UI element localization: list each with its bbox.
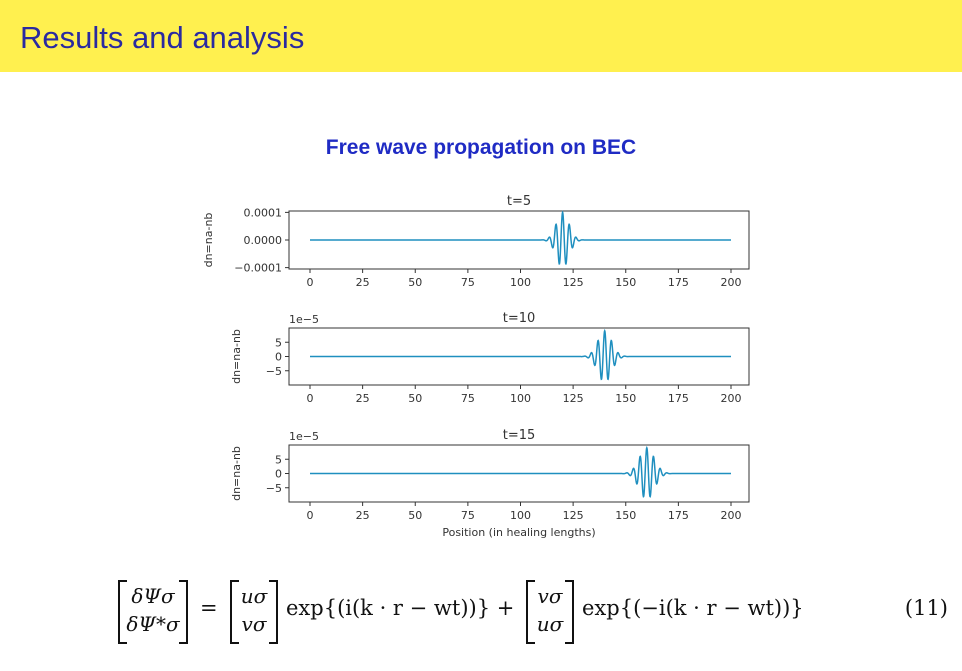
offset-text: 1e−5 [289, 313, 319, 326]
y-tick-label: −5 [266, 365, 282, 378]
lhs-bottom: δΨ*σ [126, 612, 180, 636]
x-tick-label: 125 [563, 509, 584, 522]
y-tick-label: 0 [275, 351, 282, 364]
subplot-title: t=5 [507, 194, 531, 209]
x-tick-label: 75 [461, 392, 475, 405]
exp-term-2: exp{(−i(k · r − wt))} [582, 596, 804, 620]
amplitude-vector-2: vσ uσ [526, 578, 574, 644]
x-axis-label: Position (in healing lengths) [442, 526, 595, 539]
x-tick-label: 50 [408, 509, 422, 522]
x-tick-label: 175 [668, 276, 689, 289]
x-tick-label: 25 [356, 392, 370, 405]
y-axis-label: dn=na-nb [230, 329, 243, 384]
equation-number: (11) [904, 596, 948, 620]
m2-bottom: uσ [536, 612, 564, 636]
lhs-vector: δΨσ δΨ*σ [118, 578, 188, 644]
y-axis-label: dn=na-nb [202, 213, 215, 268]
x-tick-label: 125 [563, 276, 584, 289]
x-tick-label: 50 [408, 392, 422, 405]
x-tick-label: 25 [356, 276, 370, 289]
x-tick-label: 150 [615, 509, 636, 522]
m1-top: uσ [240, 584, 268, 608]
y-axis-label: dn=na-nb [230, 446, 243, 501]
y-tick-label: 5 [275, 453, 282, 466]
y-tick-label: −0.0001 [234, 262, 282, 275]
offset-text: 1e−5 [289, 430, 319, 443]
slide-header: Results and analysis [0, 0, 962, 72]
x-tick-label: 125 [563, 392, 584, 405]
x-tick-label: 150 [615, 392, 636, 405]
m1-bottom: vσ [241, 612, 267, 636]
exp-term-1: exp{(i(k · r − wt))} + [286, 596, 515, 620]
slide-title: Results and analysis [20, 20, 305, 55]
lhs-top: δΨσ [131, 584, 175, 608]
x-tick-label: 50 [408, 276, 422, 289]
y-tick-label: −5 [266, 482, 282, 495]
x-tick-label: 200 [721, 392, 742, 405]
amplitude-vector-1: uσ vσ [230, 578, 278, 644]
x-tick-label: 200 [721, 276, 742, 289]
wave-packet-line [310, 445, 731, 498]
x-tick-label: 25 [356, 509, 370, 522]
y-tick-label: 0 [275, 468, 282, 481]
wave-packet-line [310, 210, 731, 265]
x-tick-label: 200 [721, 509, 742, 522]
wave-packet-line [310, 328, 731, 381]
equals-sign: = [200, 596, 218, 620]
y-tick-label: 0.0001 [244, 206, 283, 219]
figure-title: Free wave propagation on BEC [325, 136, 637, 159]
x-tick-label: 100 [510, 392, 531, 405]
m2-top: vσ [537, 584, 563, 608]
subplot-title: t=15 [503, 428, 536, 443]
x-tick-label: 175 [668, 509, 689, 522]
x-tick-label: 0 [307, 509, 314, 522]
y-tick-label: 0.0000 [244, 234, 283, 247]
subplot-title: t=10 [503, 311, 536, 326]
x-tick-label: 75 [461, 509, 475, 522]
x-tick-label: 75 [461, 276, 475, 289]
y-tick-label: 5 [275, 336, 282, 349]
equation-11: δΨσ δΨ*σ = uσ vσ exp{(i(k · r − wt))} + … [118, 578, 948, 644]
x-tick-label: 100 [510, 276, 531, 289]
x-tick-label: 150 [615, 276, 636, 289]
x-tick-label: 0 [307, 392, 314, 405]
x-tick-label: 0 [307, 276, 314, 289]
x-tick-label: 175 [668, 392, 689, 405]
subplot-1: t=5 −0.0001 0.0000 0.0001 0 25 50 75 100 125 150 17… [202, 194, 750, 289]
x-tick-label: 100 [510, 509, 531, 522]
